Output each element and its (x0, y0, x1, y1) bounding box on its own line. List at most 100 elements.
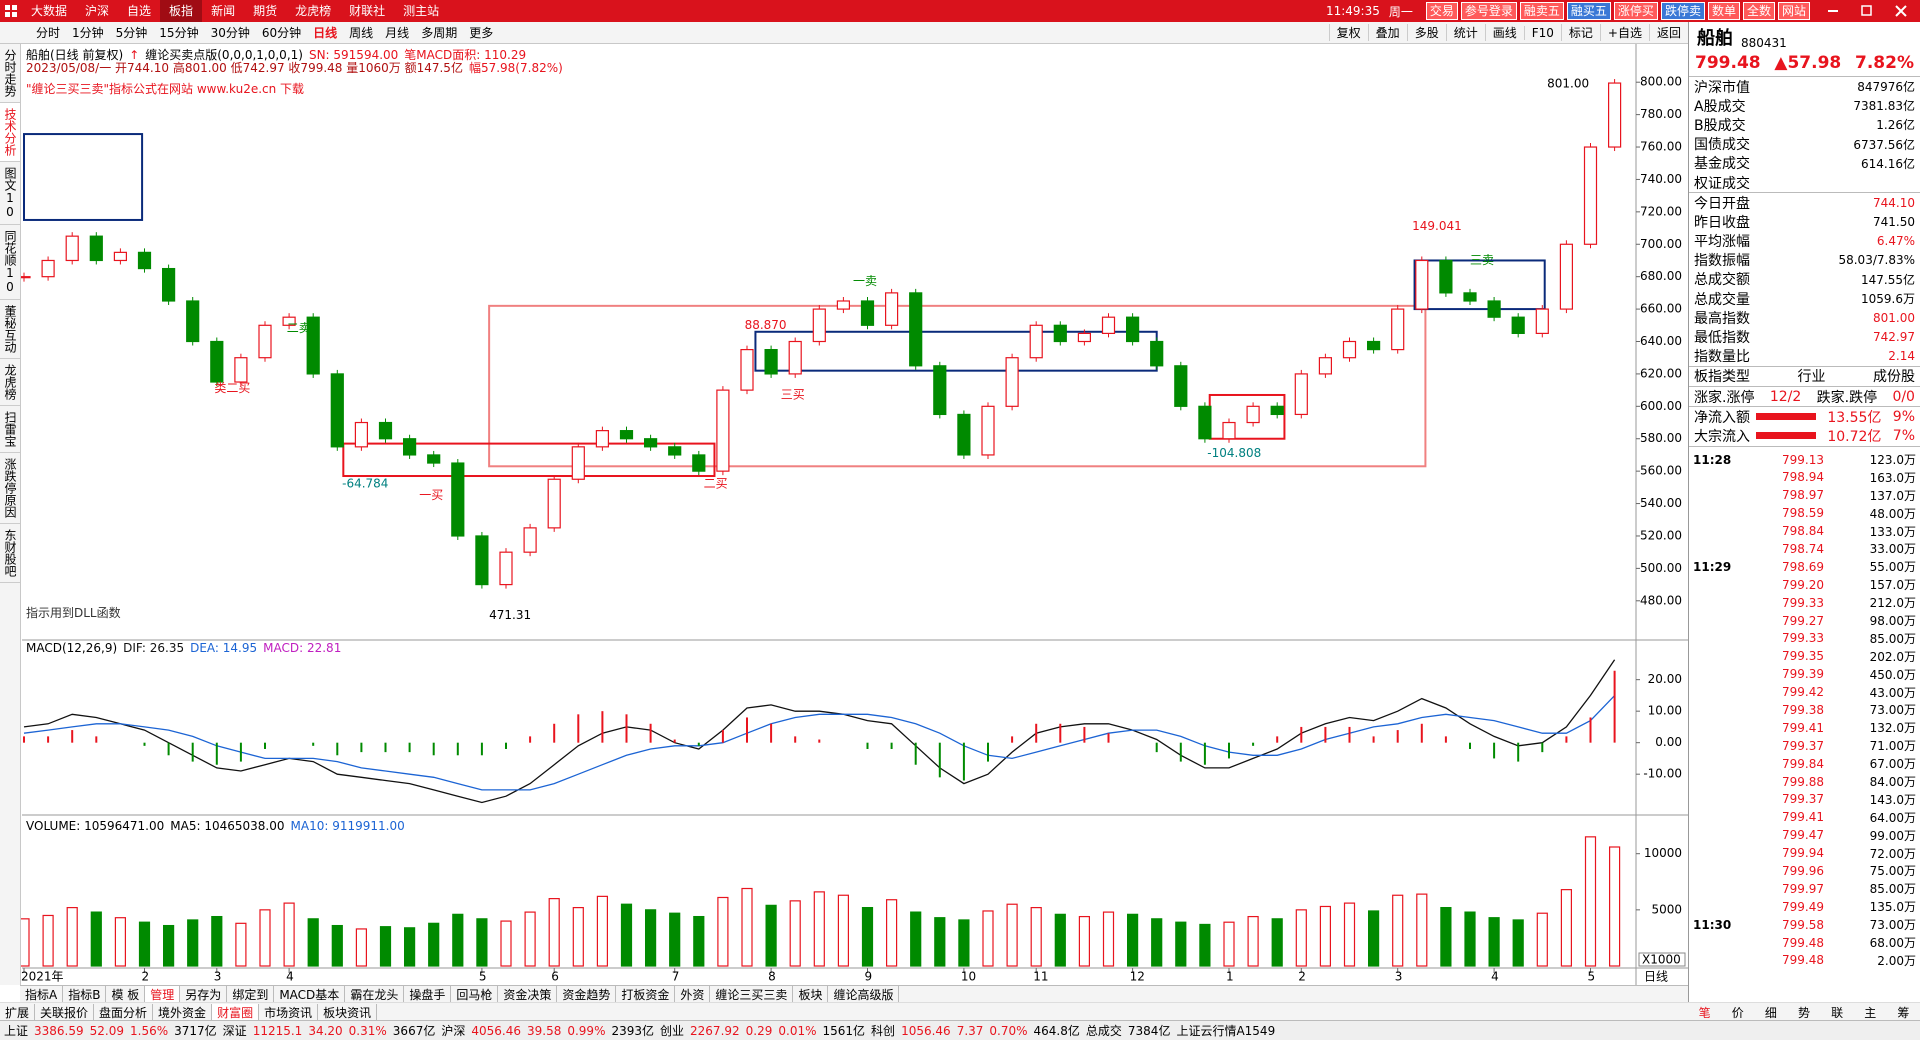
candle (692, 454, 706, 472)
menu-button[interactable]: 网站 (1777, 2, 1810, 20)
menu-button[interactable]: 融卖五 (1519, 2, 1564, 20)
menu-button[interactable]: 涨停买 (1613, 2, 1658, 20)
chart-annotation: 一卖 (853, 274, 877, 288)
tab[interactable]: 回马枪 (451, 986, 499, 1003)
tab[interactable]: 操盘手 (404, 986, 452, 1003)
tool-button[interactable]: 返回 (1648, 24, 1688, 41)
tab[interactable]: 资金决策 (498, 986, 558, 1003)
sidebar-tab[interactable]: 龙虎榜 (0, 359, 20, 406)
tick-price: 799.37 (1782, 792, 1824, 807)
period-tab[interactable]: 日线 (313, 26, 338, 40)
tab[interactable]: 指标A (20, 986, 64, 1003)
period-tab[interactable]: 60分钟 (261, 26, 302, 40)
quote-tab[interactable]: 价 (1731, 1005, 1744, 1020)
menu-button[interactable]: 数单 (1707, 2, 1740, 20)
menu-tab[interactable]: 财联社 (349, 4, 386, 18)
tick-volume: 84.00万 (1869, 775, 1916, 790)
menu-tab[interactable]: 新闻 (211, 4, 236, 18)
tab[interactable]: 霸在龙头 (345, 986, 405, 1003)
tab[interactable]: 缠论高级版 (828, 986, 900, 1003)
sidebar-tab[interactable]: 涨跌停原因 (0, 453, 20, 524)
window-controls[interactable] (1810, 0, 1920, 22)
quote-tab[interactable]: 主 (1864, 1005, 1877, 1020)
period-tab[interactable]: 月线 (385, 26, 410, 40)
tick-price: 799.48 (1782, 953, 1824, 968)
tab[interactable]: 资金趋势 (557, 986, 617, 1003)
sidebar-tab[interactable]: 同花顺10 (0, 225, 20, 300)
tab[interactable]: 市场资讯 (259, 1003, 319, 1021)
period-tab[interactable]: 多周期 (421, 26, 458, 40)
sidebar-tab[interactable]: 董秘互动 (0, 300, 20, 359)
menu-button[interactable]: 融买五 (1566, 2, 1611, 20)
tab[interactable]: 缠论三买三卖 (710, 986, 794, 1003)
menu-tab[interactable]: 期货 (253, 4, 278, 18)
period-tab[interactable]: 分时 (36, 26, 61, 40)
menu-tab[interactable]: 自选 (127, 4, 152, 18)
status-item: 1.56% (130, 1023, 169, 1038)
y-tick-label: 640.00 (1640, 334, 1682, 348)
tool-button[interactable]: 多股 (1406, 24, 1446, 41)
sidebar-tab[interactable]: 东财股吧 (0, 524, 20, 583)
tick-row: 798.59 48.00万 (1689, 504, 1920, 522)
tool-button[interactable]: 画线 (1484, 24, 1524, 41)
menu-tab[interactable]: 大数据 (31, 4, 68, 18)
tab[interactable]: 另存为 (180, 986, 228, 1003)
tab[interactable]: 指标B (63, 986, 107, 1003)
menu-tab[interactable]: 龙虎榜 (295, 4, 332, 18)
tab[interactable]: 板块 (793, 986, 829, 1003)
sidebar-tab[interactable]: 技术分析 (0, 103, 20, 162)
menu-button[interactable]: 全数 (1742, 2, 1775, 20)
tab[interactable]: 财富圈 (212, 1003, 260, 1021)
tab[interactable]: 打板资金 (616, 986, 676, 1003)
menu-tab[interactable]: 板指 (160, 0, 203, 22)
tool-button[interactable]: 标记 (1560, 24, 1600, 41)
sidebar-tab[interactable]: 图文10 (0, 162, 20, 225)
quote-tab[interactable]: 细 (1764, 1005, 1777, 1020)
menu-button[interactable]: 跌停卖 (1660, 2, 1705, 20)
y-tick-label: 680.00 (1640, 269, 1682, 283)
quote-stat: 今日开盘 744.10 (1689, 192, 1920, 212)
tab[interactable]: 外资 (675, 986, 711, 1003)
menu-button[interactable]: 交易 (1425, 2, 1458, 20)
period-tab[interactable]: 1分钟 (72, 26, 104, 40)
volume-bar (404, 927, 416, 967)
sidebar-tab[interactable]: 扫雷宝 (0, 406, 20, 453)
tab[interactable]: 境外资金 (153, 1003, 213, 1021)
candle (1029, 324, 1043, 359)
quote-tab[interactable]: 笔 (1698, 1005, 1711, 1020)
quote-change: ▲57.98 (1774, 53, 1842, 73)
quote-cell: 最高指数 (1694, 310, 1750, 327)
period-tab[interactable]: 5分钟 (115, 26, 148, 40)
volume-bar (355, 928, 367, 967)
candle (378, 421, 393, 440)
quote-cell: 7% (1892, 427, 1915, 444)
tool-button[interactable]: 统计 (1445, 24, 1485, 41)
quote-tab[interactable]: 势 (1797, 1005, 1810, 1020)
tab[interactable]: 盘面分析 (94, 1003, 154, 1021)
tab[interactable]: 关联报价 (35, 1003, 95, 1021)
quote-tab[interactable]: 筹 (1897, 1005, 1910, 1020)
menu-tab[interactable]: 沪深 (85, 4, 110, 18)
menu-button[interactable]: 参号登录 (1460, 2, 1517, 20)
period-tab[interactable]: 30分钟 (210, 26, 250, 40)
tab[interactable]: 模 板 (106, 986, 146, 1003)
tab[interactable]: MACD基本 (274, 986, 346, 1003)
sidebar-tab[interactable]: 分时走势 (0, 44, 20, 103)
period-tab[interactable]: 更多 (469, 26, 494, 40)
period-tab[interactable]: 15分钟 (159, 26, 199, 40)
volume-bar (42, 914, 54, 967)
quote-code: 880431 (1741, 36, 1787, 50)
quote-tab[interactable]: 联 (1831, 1005, 1844, 1020)
tab[interactable]: 扩展 (0, 1003, 36, 1021)
tab[interactable]: 绑定到 (227, 986, 275, 1003)
tool-button[interactable]: 叠加 (1367, 24, 1407, 41)
period-tab[interactable]: 周线 (349, 26, 374, 40)
tab[interactable]: 管理 (145, 986, 181, 1003)
tool-button[interactable]: F10 (1523, 25, 1561, 40)
menu-tab[interactable]: 测主站 (403, 4, 440, 18)
tick-row: 799.47 99.00万 (1689, 826, 1920, 844)
tool-button[interactable]: 复权 (1328, 24, 1368, 41)
tool-button[interactable]: +自选 (1599, 24, 1649, 41)
volume-bar (644, 909, 657, 967)
tab[interactable]: 板块资讯 (318, 1003, 378, 1021)
